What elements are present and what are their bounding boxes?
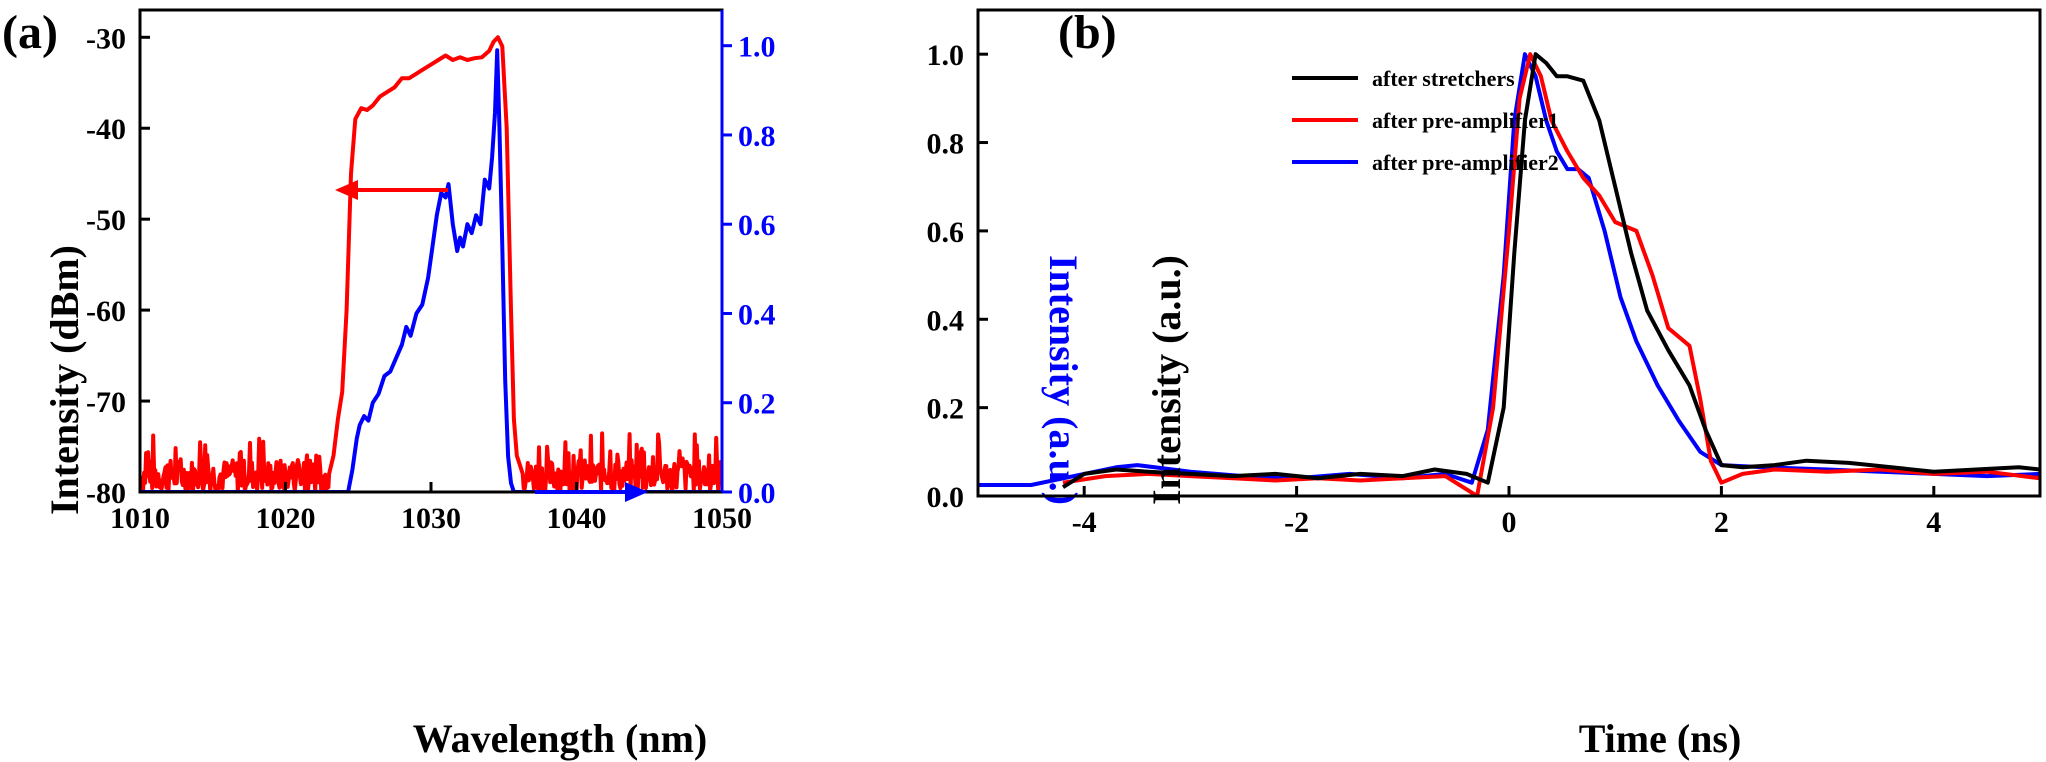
panel-a-chart: (a) 1010 1020 1030 1040 1050 -80 -70 -60 -50 -40 -… [2, 6, 1086, 761]
b-ytick-label: 0.2 [927, 393, 965, 426]
a-xtick-label: 1010 [110, 502, 170, 535]
a-y2tick-label: 0.6 [738, 209, 776, 242]
a-ytick-label: -60 [86, 295, 126, 328]
a-ytick-label: -80 [86, 477, 126, 510]
panel-b-ticks: -4 -2 0 2 4 0.0 0.2 0.4 0.6 0.8 1.0 [927, 39, 1942, 539]
legend-label: after stretchers [1372, 66, 1515, 91]
b-ytick-label: 0.6 [927, 216, 965, 249]
series-spectrum-au [140, 48, 722, 492]
b-xtick-label: 2 [1714, 506, 1729, 539]
panel-b-series [978, 52, 2040, 496]
a-xtick-label: 1040 [547, 502, 607, 535]
a-y2tick-label: 0.8 [738, 120, 776, 153]
left-axis-arrow [335, 180, 448, 200]
panel-a-xlabel: Wavelength (nm) [413, 716, 707, 761]
series-spectrum-dbm [140, 35, 722, 492]
panel-b-xlabel: Time (ns) [1579, 716, 1742, 761]
panel-a-series [140, 35, 722, 492]
panel-b-ylabel: Intensity (a.u.) [1144, 255, 1189, 505]
a-xtick-label: 1020 [256, 502, 316, 535]
a-xtick-label: 1030 [401, 502, 461, 535]
panel-b-chart: (b) -4 -2 0 2 4 0.0 0.2 0.4 0.6 0.8 1.0 after stre… [927, 6, 2042, 761]
a-ytick-label: -70 [86, 386, 126, 419]
b-xtick-label: -4 [1072, 506, 1097, 539]
a-y2tick-label: 0.2 [738, 388, 776, 421]
a-xtick-label: 1050 [692, 502, 752, 535]
panel-b-label: (b) [1058, 6, 1117, 59]
a-y2tick-label: 0.0 [738, 477, 776, 510]
panel-a-ylabel: Intensity (dBm) [42, 245, 87, 515]
right-axis-arrow [535, 482, 648, 502]
b-xtick-label: 4 [1926, 506, 1941, 539]
legend-label: after pre-amplifier1 [1372, 108, 1559, 133]
panel-a-y2label: Intensity (a.u.) [1041, 255, 1086, 505]
a-ytick-label: -40 [86, 113, 126, 146]
b-xtick-label: -2 [1284, 506, 1309, 539]
b-ytick-label: 0.4 [927, 304, 965, 337]
panel-a-label: (a) [2, 6, 58, 59]
a-ytick-label: -50 [86, 204, 126, 237]
legend-label: after pre-amplifier2 [1372, 150, 1559, 175]
b-ytick-label: 0.8 [927, 128, 965, 161]
b-ytick-label: 0.0 [927, 481, 965, 514]
a-y2tick-label: 1.0 [738, 31, 776, 64]
b-ytick-label: 1.0 [927, 39, 965, 72]
a-ytick-label: -30 [86, 22, 126, 55]
series-after-stretchers [1061, 52, 2040, 489]
panel-a-ticks: 1010 1020 1030 1040 1050 -80 -70 -60 -50 -40 -30 0.… [86, 22, 776, 535]
panel-b-legend: after stretchers after pre-amplifier1 afte… [1292, 66, 1559, 175]
b-xtick-label: 0 [1502, 506, 1517, 539]
a-y2tick-label: 0.4 [738, 298, 776, 331]
